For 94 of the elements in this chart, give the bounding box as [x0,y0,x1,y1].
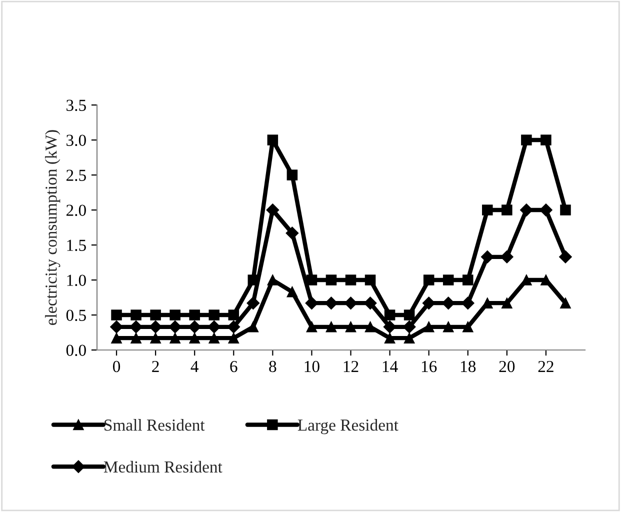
point [130,332,142,344]
y-tick-label: 2.5 [66,170,86,182]
legend-label: Medium Resident [104,460,222,473]
point [326,274,337,286]
point [364,274,376,286]
point [150,332,161,344]
point [521,134,532,146]
point [170,332,180,344]
y-tick-label: 1.5 [67,240,86,252]
point [286,170,298,180]
x-tick-label: 16 [422,360,437,372]
legend-label: Small Resident [104,419,205,431]
x-tick-label: 10 [304,360,320,372]
point [383,320,396,334]
point [559,250,572,264]
x-tick-label: 14 [382,360,398,372]
point [404,332,415,344]
point [208,332,220,344]
point [111,332,122,344]
point [130,310,142,320]
x-tick-label: 18 [461,360,476,372]
point [266,204,280,216]
y-tick-label: 2.0 [66,204,86,216]
x-tick-label: 8 [269,360,276,372]
point [364,296,377,310]
point [422,296,436,310]
x-tick-label: 0 [112,360,120,372]
point [502,298,512,308]
point [326,322,337,332]
point [442,322,454,332]
point [188,320,202,334]
point [150,310,161,320]
point [364,322,376,332]
y-axis-title: electricity consumption (kW) [45,130,60,325]
point [286,226,299,240]
point [402,320,416,334]
y-tick-label: 0.5 [66,310,86,322]
point [384,332,396,344]
point [189,332,200,344]
point [423,274,434,286]
point [500,250,514,264]
point [480,250,494,264]
x-tick-label: 2 [152,360,159,372]
point [208,310,220,320]
point [540,134,552,146]
point [228,332,240,344]
x-tick-label: 12 [344,360,358,372]
point [462,322,474,332]
x-tick-label: 4 [190,361,199,372]
point [560,204,571,216]
point [286,286,298,298]
point [110,320,123,334]
point [246,296,260,310]
y-tick-label: 0.0 [66,344,86,356]
point [324,296,338,310]
point [442,296,455,310]
x-tick-label: 20 [499,360,515,372]
point [130,320,142,334]
point [228,310,240,320]
point [423,322,434,332]
point [248,322,259,332]
point [227,320,240,334]
point [404,310,415,320]
point [189,310,200,320]
point [482,298,493,308]
point [462,274,474,286]
point [560,298,571,308]
y-tick-label: 3.0 [66,134,86,146]
point [521,274,532,286]
point [461,296,474,310]
y-tick-label: 1.0 [67,274,86,286]
point [170,310,180,320]
point [540,204,552,216]
x-tick-label: 6 [230,360,238,372]
point [168,320,182,334]
point [267,134,278,146]
point [306,322,318,332]
point [345,274,356,286]
point [384,310,396,320]
point [267,274,278,286]
point [502,204,512,216]
point [344,296,358,310]
point [149,320,162,334]
legend-label: Large Resident [298,419,398,434]
point [305,296,318,310]
point [306,274,318,286]
x-tick-label: 22 [538,360,554,372]
point [208,320,221,334]
point [442,274,454,286]
point [482,204,493,216]
y-tick-label: 3.5 [66,100,86,112]
point [111,310,122,320]
point [345,322,356,332]
point [540,274,552,286]
